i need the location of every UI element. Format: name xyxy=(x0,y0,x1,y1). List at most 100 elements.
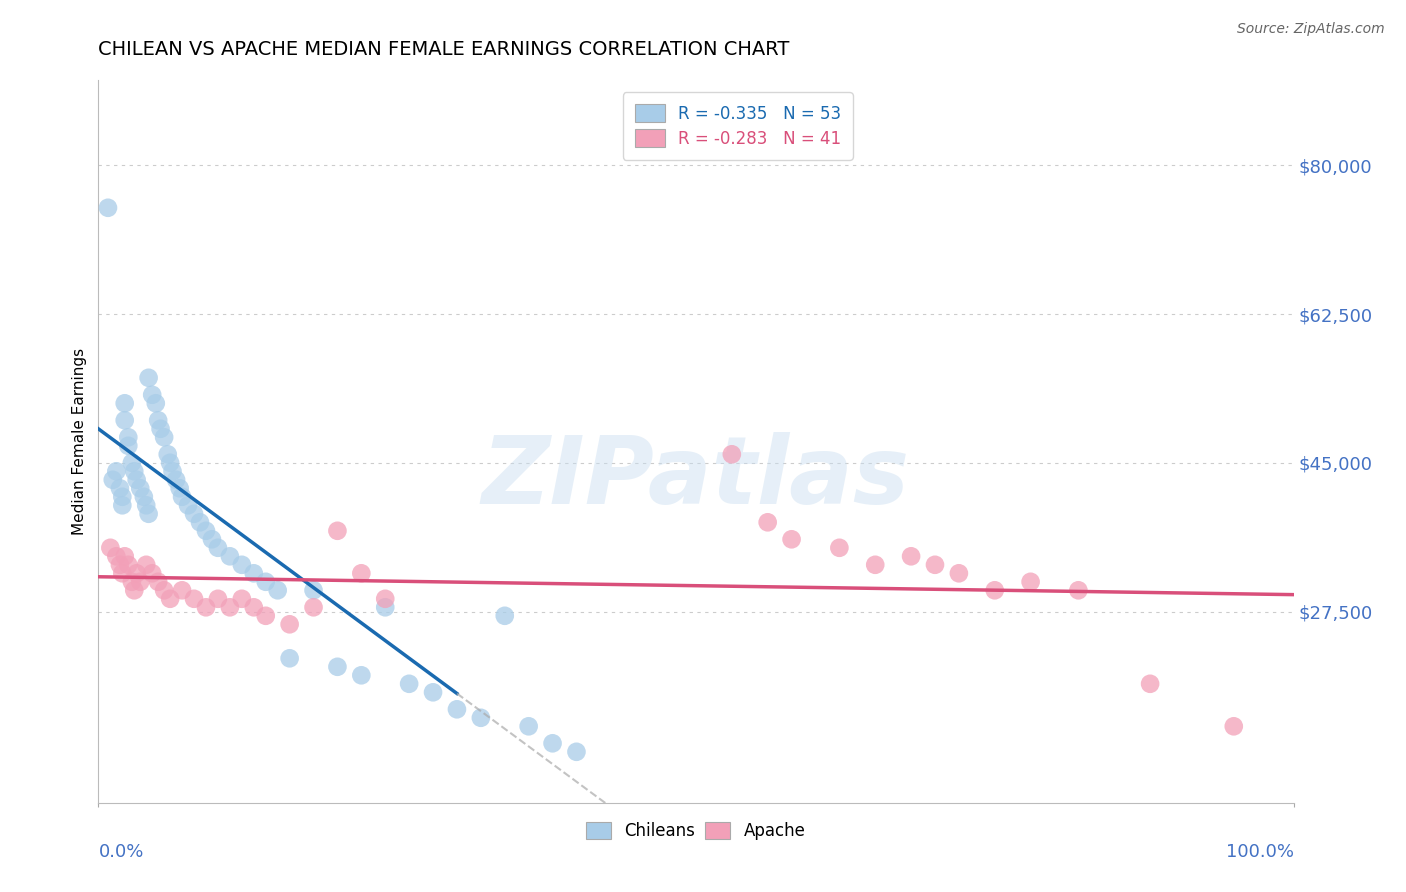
Point xyxy=(494,608,516,623)
Point xyxy=(125,566,148,581)
Point xyxy=(114,413,136,427)
Point xyxy=(565,745,588,759)
Point xyxy=(165,473,187,487)
Point xyxy=(148,574,170,589)
Point xyxy=(153,583,176,598)
Point xyxy=(1139,677,1161,691)
Point xyxy=(101,473,124,487)
Point xyxy=(138,507,160,521)
Point xyxy=(172,490,194,504)
Point xyxy=(135,498,157,512)
Point xyxy=(267,583,290,598)
Point xyxy=(900,549,922,564)
Point xyxy=(141,566,163,581)
Point xyxy=(195,600,218,615)
Point xyxy=(153,430,176,444)
Point xyxy=(111,490,134,504)
Point xyxy=(422,685,444,699)
Point xyxy=(374,591,396,606)
Point xyxy=(108,481,131,495)
Point xyxy=(541,736,564,750)
Point xyxy=(97,201,120,215)
Point xyxy=(145,396,167,410)
Y-axis label: Median Female Earnings: Median Female Earnings xyxy=(72,348,87,535)
Point xyxy=(156,447,179,461)
Point xyxy=(254,574,277,589)
Point xyxy=(159,591,181,606)
Point xyxy=(326,660,349,674)
Text: 0.0%: 0.0% xyxy=(98,843,143,861)
Point xyxy=(124,464,146,478)
Point xyxy=(828,541,851,555)
Point xyxy=(117,558,139,572)
Point xyxy=(1019,574,1042,589)
Point xyxy=(177,498,200,512)
Point xyxy=(350,668,373,682)
Point xyxy=(219,549,242,564)
Point xyxy=(446,702,468,716)
Point xyxy=(195,524,218,538)
Point xyxy=(105,549,128,564)
Point xyxy=(148,413,170,427)
Point xyxy=(243,566,266,581)
Point xyxy=(124,583,146,598)
Point xyxy=(159,456,181,470)
Point xyxy=(278,617,301,632)
Point xyxy=(114,549,136,564)
Point xyxy=(111,498,134,512)
Point xyxy=(350,566,373,581)
Point xyxy=(183,591,205,606)
Point xyxy=(141,388,163,402)
Point xyxy=(114,396,136,410)
Point xyxy=(121,574,143,589)
Point xyxy=(188,516,211,530)
Point xyxy=(138,371,160,385)
Point xyxy=(98,541,122,555)
Text: Source: ZipAtlas.com: Source: ZipAtlas.com xyxy=(1237,22,1385,37)
Point xyxy=(129,574,152,589)
Point xyxy=(207,591,229,606)
Point xyxy=(398,677,420,691)
Legend: Chileans, Apache: Chileans, Apache xyxy=(578,814,814,848)
Point xyxy=(135,558,157,572)
Point xyxy=(162,464,184,478)
Point xyxy=(243,600,266,615)
Point xyxy=(108,558,131,572)
Point xyxy=(374,600,396,615)
Point xyxy=(201,533,224,547)
Point xyxy=(219,600,242,615)
Point xyxy=(231,558,253,572)
Point xyxy=(129,481,152,495)
Point xyxy=(302,583,325,598)
Point xyxy=(721,447,744,461)
Text: 100.0%: 100.0% xyxy=(1226,843,1294,861)
Point xyxy=(125,473,148,487)
Point xyxy=(470,711,492,725)
Point xyxy=(278,651,301,665)
Point xyxy=(117,439,139,453)
Point xyxy=(865,558,887,572)
Point xyxy=(326,524,349,538)
Point xyxy=(169,481,191,495)
Point xyxy=(111,566,134,581)
Point xyxy=(183,507,205,521)
Point xyxy=(517,719,540,733)
Point xyxy=(254,608,277,623)
Text: CHILEAN VS APACHE MEDIAN FEMALE EARNINGS CORRELATION CHART: CHILEAN VS APACHE MEDIAN FEMALE EARNINGS… xyxy=(98,40,790,59)
Point xyxy=(121,456,143,470)
Point xyxy=(231,591,253,606)
Point xyxy=(1223,719,1246,733)
Point xyxy=(780,533,803,547)
Text: ZIPatlas: ZIPatlas xyxy=(482,432,910,524)
Point xyxy=(924,558,946,572)
Point xyxy=(105,464,128,478)
Point xyxy=(207,541,229,555)
Point xyxy=(1067,583,1090,598)
Point xyxy=(117,430,139,444)
Point xyxy=(984,583,1007,598)
Point xyxy=(302,600,325,615)
Point xyxy=(149,422,172,436)
Point xyxy=(132,490,155,504)
Point xyxy=(172,583,194,598)
Point xyxy=(948,566,970,581)
